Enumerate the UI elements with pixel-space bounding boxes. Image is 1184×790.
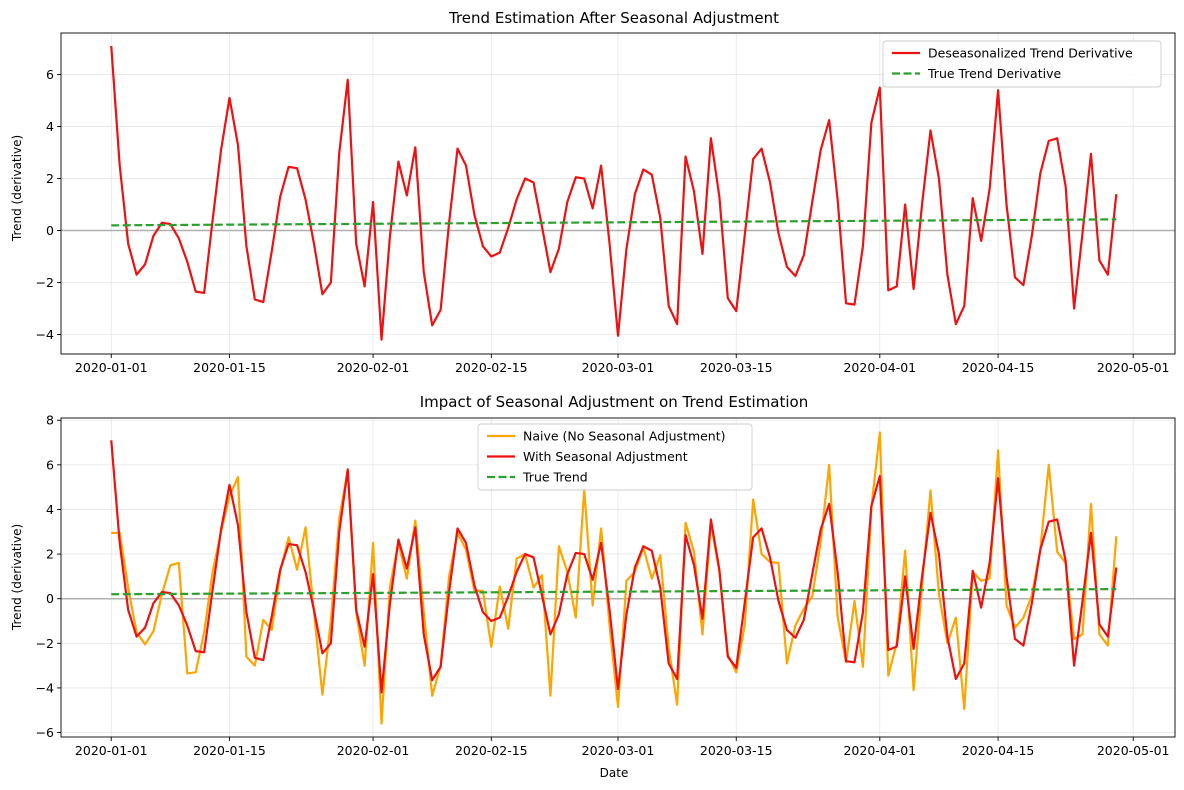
chart-title: Impact of Seasonal Adjustment on Trend E… [420,393,808,411]
y-axis-label: Trend (derivative) [10,524,24,631]
series-line [110,45,1118,341]
y-tick-label: 4 [46,119,54,134]
y-tick-label: 4 [46,502,54,517]
x-tick-label: 2020-04-15 [962,743,1035,758]
x-tick-label: 2020-03-15 [700,743,773,758]
chart-bottom: Impact of Seasonal Adjustment on Trend E… [10,393,1176,780]
x-tick-label: 2020-05-01 [1097,743,1170,758]
legend-label: Naive (No Seasonal Adjustment) [523,429,726,444]
legend-label: True Trend Derivative [927,66,1061,81]
x-tick-label: 2020-01-15 [193,360,266,375]
y-tick-label: 0 [46,223,54,238]
x-tick-label: 2020-03-01 [582,360,655,375]
x-tick-label: 2020-05-01 [1097,360,1170,375]
x-tick-label: 2020-02-01 [337,360,410,375]
y-axis-label: Trend (derivative) [10,135,24,242]
x-tick-label: 2020-02-15 [455,360,528,375]
y-tick-label: 0 [46,591,54,606]
y-tick-label: −6 [36,725,54,740]
x-tick-label: 2020-03-15 [700,360,773,375]
legend-label: With Seasonal Adjustment [523,449,688,464]
x-tick-label: 2020-02-01 [337,743,410,758]
x-axis-label: Date [600,766,629,780]
y-tick-label: −2 [36,275,54,290]
y-tick-label: 2 [46,547,54,562]
x-tick-label: 2020-03-01 [582,743,655,758]
y-tick-label: 8 [46,413,54,428]
plot-area: −4 −2 0 2 4 6 2020-01-01 2020-01-15 2020-02-01 20… [36,32,1176,375]
x-tick-label: 2020-01-01 [75,743,148,758]
y-tick-label: 2 [46,171,54,186]
y-tick-label: −4 [36,327,54,342]
y-tick-label: 6 [46,67,54,82]
x-tick-label: 2020-01-15 [193,743,266,758]
series-line [110,440,1118,694]
legend-box [882,40,1162,88]
chart-title: Trend Estimation After Seasonal Adjustme… [448,9,779,27]
legend-label: Deseasonalized Trend Derivative [928,46,1133,61]
x-tick-label: 2020-04-15 [962,360,1035,375]
legend: Deseasonalized Trend Derivative True Tren… [882,40,1162,88]
y-tick-label: 6 [46,457,54,472]
plot-area: −6 −4 −2 0 2 4 6 8 2020-01-01 2020-01-15 2020-02-0… [36,413,1176,758]
x-tick-label: 2020-04-01 [843,360,916,375]
legend-label: True Trend [522,470,588,485]
x-tick-label: 2020-01-01 [75,360,148,375]
series-line [111,587,1117,596]
series-line [111,218,1117,227]
y-tick-label: −2 [36,636,54,651]
legend: Naive (No Seasonal Adjustment) With Seaso… [477,423,753,491]
y-tick-label: −4 [36,680,54,695]
chart-top: Trend Estimation After Seasonal Adjustme… [10,9,1176,375]
x-tick-label: 2020-04-01 [843,743,916,758]
legend-box [477,423,753,491]
x-tick-label: 2020-02-15 [455,743,528,758]
